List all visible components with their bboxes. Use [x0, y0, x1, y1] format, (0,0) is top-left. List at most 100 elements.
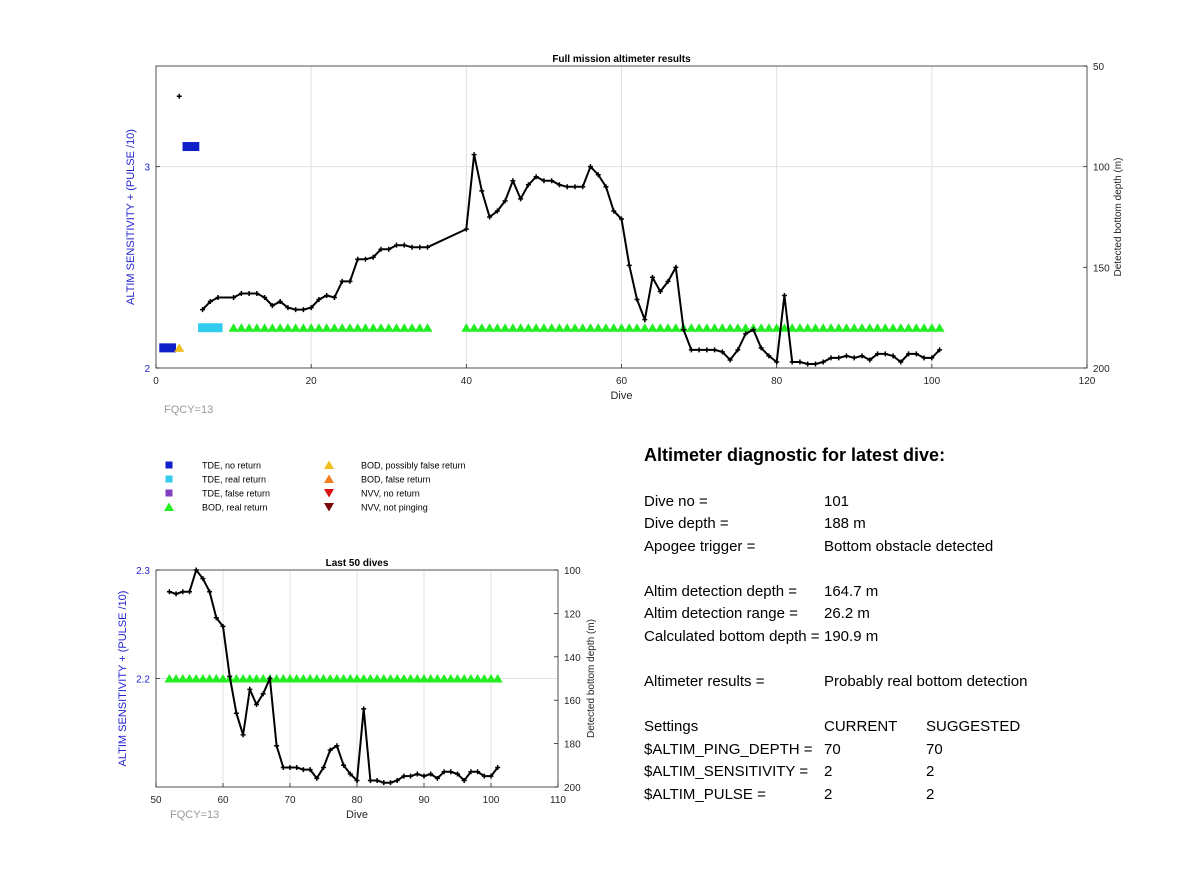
data-point — [293, 307, 299, 313]
marker-triangle — [903, 323, 914, 332]
marker-triangle — [231, 674, 242, 683]
marker-triangle — [608, 323, 619, 332]
y-left-axis-label: ALTIM SENSITIVITY + (PULSE /10) — [125, 129, 137, 305]
marker-triangle — [360, 323, 371, 332]
data-point — [334, 743, 340, 749]
data-point — [564, 184, 570, 190]
data-point — [461, 777, 467, 783]
diagnostic-label: Altim detection depth = — [644, 583, 798, 600]
data-point — [781, 293, 787, 299]
marker-triangle — [600, 323, 611, 332]
data-point — [409, 244, 415, 250]
data-point — [836, 355, 842, 361]
data-point — [247, 686, 253, 692]
data-point — [495, 764, 501, 770]
data-point — [750, 327, 756, 333]
x-tick-label: 20 — [306, 376, 318, 387]
data-point — [207, 299, 213, 305]
y-left-tick-label: 2.2 — [136, 675, 150, 686]
diagnostic-label: Altim detection range = — [644, 605, 798, 622]
data-point — [316, 297, 322, 303]
marker-square — [198, 323, 208, 333]
marker-triangle — [531, 323, 542, 332]
legend-label: NVV, not pinging — [361, 503, 428, 513]
data-point — [510, 178, 516, 184]
fqcy-note: FQCY=13 — [170, 809, 219, 821]
data-point — [812, 361, 818, 367]
marker-triangle — [405, 674, 416, 683]
marker-triangle — [546, 323, 557, 332]
marker-triangle — [407, 323, 418, 332]
data-point — [401, 773, 407, 779]
marker-square — [205, 323, 215, 333]
data-point — [401, 242, 407, 248]
marker-triangle — [378, 674, 389, 683]
x-tick-label: 0 — [153, 376, 159, 387]
x-tick-label: 110 — [550, 795, 566, 806]
marker-triangle — [538, 323, 549, 332]
data-point — [386, 246, 392, 252]
data-point — [735, 347, 741, 353]
marker-triangle — [412, 674, 423, 683]
diagnostic-current-value: 164.7 m — [824, 583, 879, 600]
marker-triangle — [306, 323, 317, 332]
marker-triangle — [398, 674, 409, 683]
marker-triangle — [500, 323, 511, 332]
diagnostic-label: Settings — [644, 718, 699, 735]
data-point — [494, 208, 500, 214]
diagnostic-current-value: 70 — [824, 741, 841, 758]
marker-triangle — [244, 674, 255, 683]
data-point — [176, 93, 182, 99]
data-point — [434, 775, 440, 781]
diagnostic-label: $ALTIM_PING_DEPTH = — [644, 741, 813, 758]
legend-marker-triangle — [324, 474, 334, 483]
marker-triangle — [717, 323, 728, 332]
marker-triangle — [177, 674, 188, 683]
marker-square — [190, 142, 200, 152]
data-point — [719, 349, 725, 355]
data-point — [657, 288, 663, 294]
data-point — [867, 357, 873, 363]
data-point — [882, 351, 888, 357]
marker-triangle — [841, 323, 852, 332]
marker-triangle — [321, 323, 332, 332]
marker-triangle — [391, 323, 402, 332]
data-point — [913, 351, 919, 357]
marker-triangle — [694, 323, 705, 332]
marker-triangle — [484, 323, 495, 332]
marker-triangle — [285, 674, 295, 683]
marker-triangle — [888, 323, 899, 332]
marker-triangle — [414, 323, 425, 332]
legend: TDE, no return TDE, real return TDE, false… — [164, 460, 466, 513]
data-point — [712, 347, 718, 353]
data-point — [200, 576, 206, 582]
marker-triangle — [422, 323, 433, 332]
data-point — [502, 198, 508, 204]
data-point — [704, 347, 710, 353]
data-point — [374, 777, 380, 783]
marker-triangle — [616, 323, 627, 332]
marker-triangle — [211, 674, 222, 683]
marker-triangle — [763, 323, 774, 332]
marker-triangle — [461, 323, 472, 332]
marker-triangle — [639, 323, 650, 332]
data-point — [481, 773, 487, 779]
data-point — [479, 188, 485, 194]
marker-triangle — [236, 323, 247, 332]
data-point — [187, 589, 192, 595]
data-point — [859, 353, 865, 359]
legend-marker-square — [165, 475, 173, 483]
data-point — [797, 359, 803, 365]
marker-triangle — [655, 323, 666, 332]
y-right-tick-label: 100 — [1093, 163, 1110, 174]
marker-triangle — [562, 323, 573, 332]
data-point — [921, 355, 927, 361]
marker-triangle — [872, 323, 883, 332]
diagnostic-title: Altimeter diagnostic for latest dive: — [644, 445, 946, 465]
data-point — [758, 345, 764, 351]
marker-triangle — [352, 323, 363, 332]
marker-triangle — [849, 323, 860, 332]
data-point — [619, 216, 624, 222]
data-point — [518, 196, 524, 202]
marker-triangle — [632, 323, 643, 332]
